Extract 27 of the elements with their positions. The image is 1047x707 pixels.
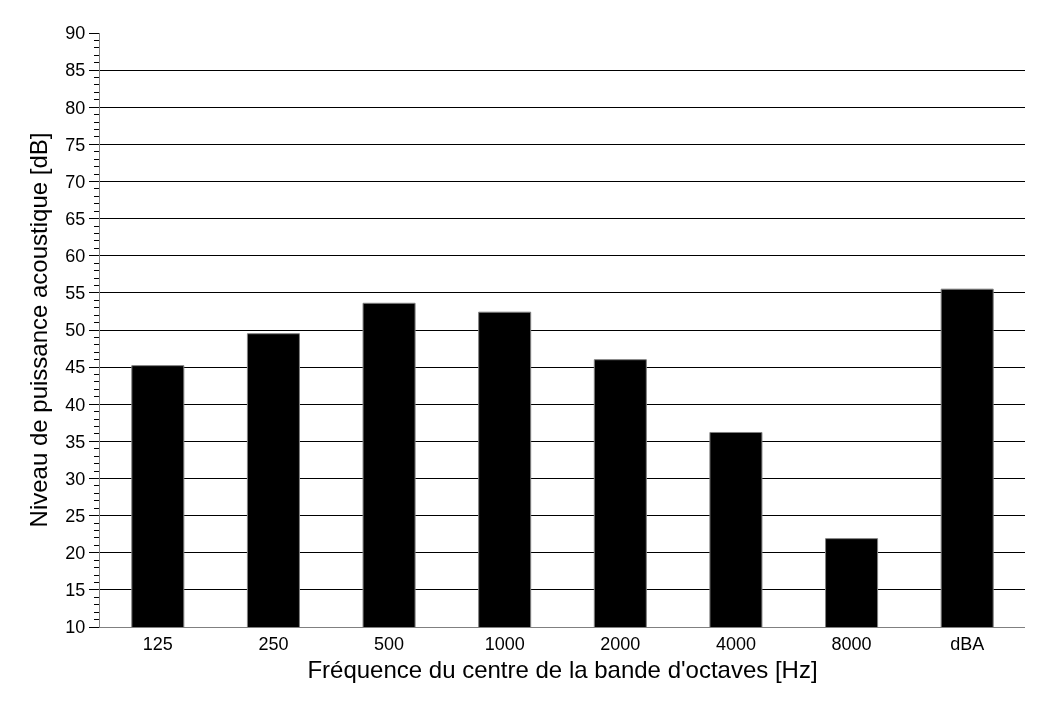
y-tick-label: 75 bbox=[65, 134, 86, 155]
x-tick-label: 500 bbox=[374, 633, 405, 654]
y-tick-label: 45 bbox=[65, 357, 86, 378]
x-tick-label: 1000 bbox=[484, 633, 525, 654]
x-tick-label: 4000 bbox=[715, 633, 756, 654]
x-axis-title: Fréquence du centre de la bande d'octaves [Hz] bbox=[307, 655, 818, 683]
y-tick-label: 90 bbox=[65, 23, 86, 44]
y-tick-label: 65 bbox=[65, 208, 86, 229]
y-tick-label: 25 bbox=[65, 505, 86, 526]
x-tick-label: 2000 bbox=[600, 633, 641, 654]
x-tick-label: 250 bbox=[258, 633, 289, 654]
y-tick-label: 40 bbox=[65, 394, 86, 415]
y-tick-label: 50 bbox=[65, 320, 86, 341]
y-tick-label: 35 bbox=[65, 431, 86, 452]
y-tick-label: 70 bbox=[65, 171, 86, 192]
y-axis-title: Niveau de puissance acoustique [dB] bbox=[25, 132, 53, 528]
y-tick-label: 20 bbox=[65, 543, 86, 564]
x-tick-label: 8000 bbox=[831, 633, 872, 654]
y-tick-label: 60 bbox=[65, 246, 86, 267]
y-tick-label: 80 bbox=[65, 97, 86, 118]
y-tick-label: 10 bbox=[65, 617, 86, 638]
y-tick-label: 15 bbox=[65, 580, 86, 601]
x-tick-label: dBA bbox=[950, 633, 985, 654]
x-tick-label: 125 bbox=[142, 633, 173, 654]
y-tick-label: 85 bbox=[65, 60, 86, 81]
y-tick-label: 55 bbox=[65, 283, 86, 304]
y-tick-label: 30 bbox=[65, 468, 86, 489]
